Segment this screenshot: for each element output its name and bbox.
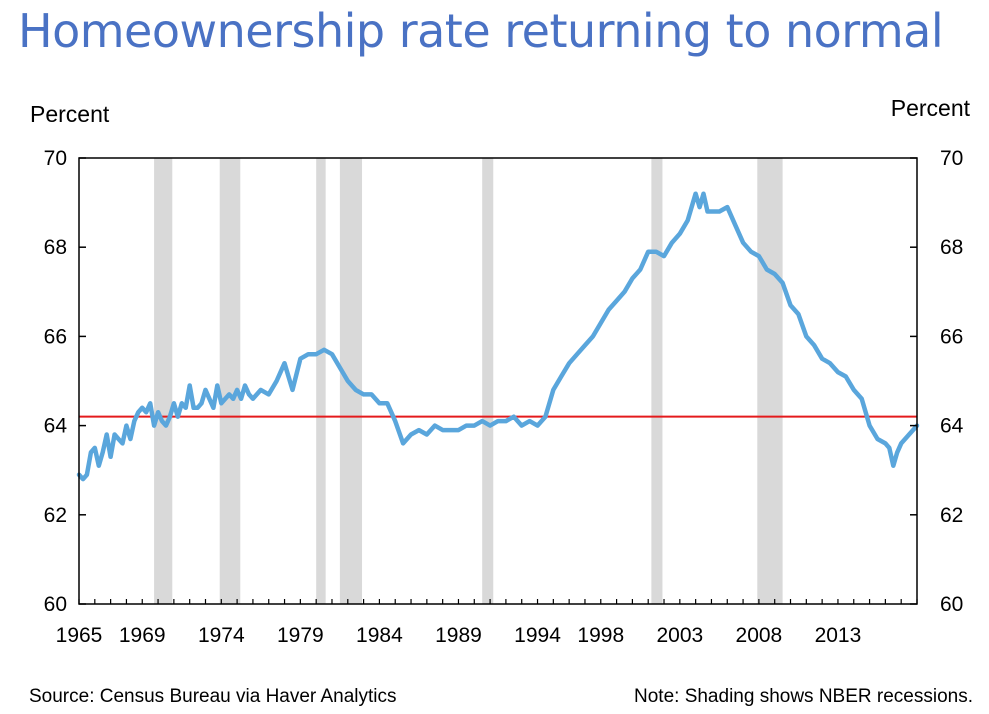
- recession-band-3: [316, 158, 326, 604]
- right-axis-unit-label: Percent: [890, 95, 970, 121]
- x-tick-label-1989: 1989: [435, 624, 482, 647]
- x-tick-label-1965: 1965: [56, 624, 103, 647]
- y-tick-label-left-68: 68: [44, 236, 67, 259]
- y-tick-label-right-64: 64: [940, 415, 964, 438]
- y-tick-label-left-60: 60: [44, 593, 67, 616]
- y-tick-label-left-66: 66: [44, 325, 67, 348]
- recession-band-4: [339, 158, 363, 604]
- y-tick-label-right-70: 70: [940, 147, 963, 170]
- recession-band-6: [651, 158, 663, 604]
- y-tick-label-right-68: 68: [940, 236, 963, 259]
- x-tick-label-1998: 1998: [577, 624, 624, 647]
- x-tick-label-2013: 2013: [815, 624, 862, 647]
- axes-group: 60 62 64 66 68 70 60 62 64 66 68 70 1965 1969 1974 1979…: [44, 147, 964, 647]
- shading-note: Note: Shading shows NBER recessions.: [634, 686, 973, 707]
- x-tick-label-1969: 1969: [119, 624, 166, 647]
- y-tick-label-right-62: 62: [940, 504, 963, 527]
- x-tick-label-1984: 1984: [356, 624, 403, 647]
- y-tick-label-left-70: 70: [44, 147, 67, 170]
- recession-band-7: [757, 158, 783, 604]
- left-axis-unit-label: Percent: [30, 101, 110, 127]
- x-tick-label-1994: 1994: [514, 624, 561, 647]
- source-note: Source: Census Bureau via Haver Analytic…: [29, 686, 397, 707]
- y-tick-label-right-60: 60: [940, 593, 963, 616]
- recession-shading-group: [154, 158, 783, 604]
- recession-band-2: [219, 158, 241, 604]
- recession-band-5: [482, 158, 494, 604]
- y-tick-label-left-64: 64: [44, 415, 68, 438]
- series-line-1: [76, 191, 920, 482]
- x-tick-label-2003: 2003: [656, 624, 703, 647]
- y-tick-label-right-66: 66: [940, 325, 963, 348]
- plot-frame: [78, 157, 918, 605]
- x-tick-label-1974: 1974: [198, 624, 245, 647]
- x-tick-label-1979: 1979: [277, 624, 324, 647]
- recession-band-1: [154, 158, 173, 604]
- chart-title: Homeownership rate returning to normal: [18, 4, 944, 58]
- series-group: [76, 191, 920, 482]
- y-tick-label-left-62: 62: [44, 504, 67, 527]
- x-tick-label-2008: 2008: [736, 624, 783, 647]
